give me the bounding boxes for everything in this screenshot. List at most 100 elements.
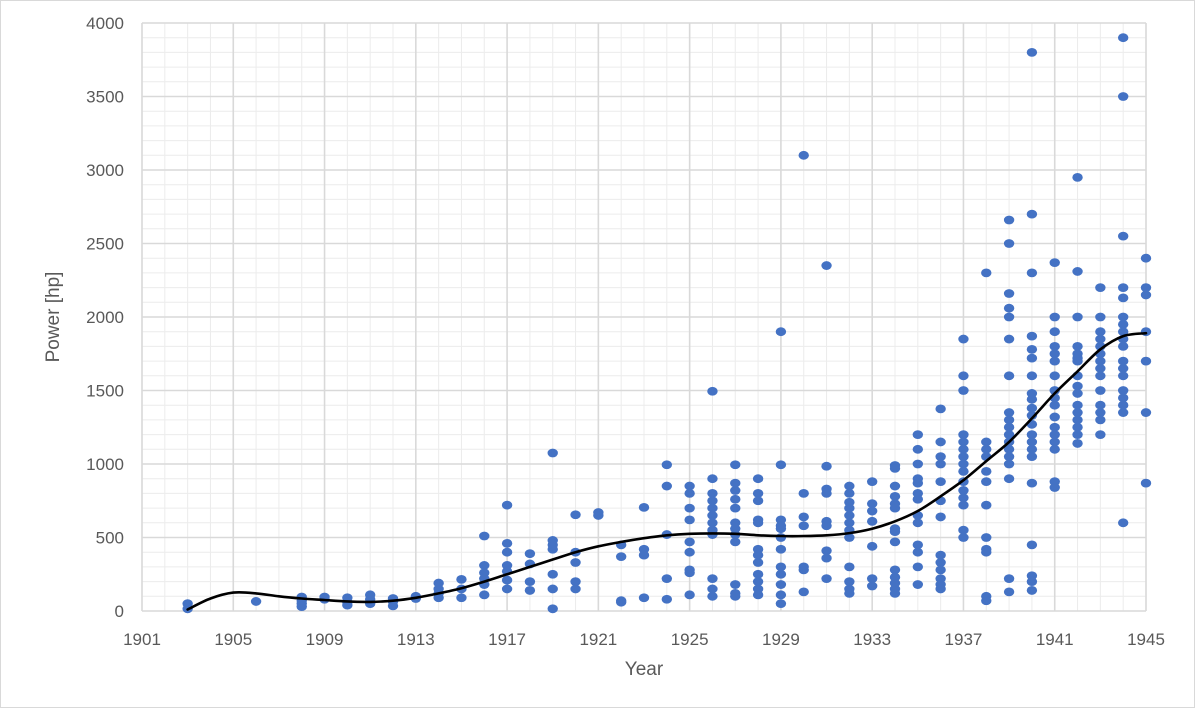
data-point	[593, 511, 604, 520]
data-point	[1072, 422, 1083, 432]
data-point	[775, 580, 787, 589]
data-point	[775, 599, 787, 609]
data-point	[684, 489, 695, 498]
data-point	[889, 527, 901, 537]
data-point	[958, 459, 969, 469]
data-point	[912, 459, 924, 469]
data-point	[501, 547, 513, 557]
data-point	[821, 574, 832, 584]
data-point	[889, 537, 901, 547]
data-point	[1095, 400, 1106, 410]
data-point	[1072, 389, 1083, 398]
data-point	[889, 503, 901, 513]
data-point	[730, 460, 741, 470]
y-tick-label: 2000	[86, 308, 124, 327]
data-point	[958, 430, 969, 439]
data-point	[1140, 253, 1152, 263]
data-point	[958, 500, 969, 510]
x-tick-label: 1901	[123, 630, 161, 649]
data-point	[958, 444, 969, 454]
data-point	[958, 533, 969, 542]
data-point	[1072, 342, 1083, 351]
data-point	[661, 460, 673, 470]
x-tick-label: 1909	[306, 630, 344, 649]
data-point	[958, 371, 969, 381]
y-axis-title: Power [hp]	[43, 272, 64, 363]
data-point	[1003, 371, 1015, 381]
data-point	[866, 477, 878, 487]
data-point	[1072, 267, 1083, 276]
data-point	[1003, 334, 1015, 344]
data-point	[501, 584, 513, 594]
data-point	[638, 550, 650, 560]
data-point	[479, 561, 490, 570]
data-point	[1026, 344, 1038, 354]
x-tick-label: 1945	[1127, 630, 1165, 649]
data-point	[570, 577, 581, 586]
data-point	[684, 547, 695, 557]
x-tick-label: 1933	[853, 630, 891, 649]
data-point	[1026, 268, 1038, 278]
data-point	[1140, 283, 1152, 292]
data-point	[1117, 386, 1129, 395]
data-point	[1003, 303, 1015, 313]
data-point	[1026, 430, 1038, 439]
data-point	[775, 569, 787, 579]
data-point	[1117, 518, 1129, 528]
data-point	[547, 544, 558, 554]
data-point	[684, 515, 695, 525]
data-point	[547, 448, 558, 458]
data-point	[1049, 258, 1060, 268]
data-point	[889, 491, 901, 501]
data-point	[1095, 364, 1106, 373]
data-point	[752, 489, 764, 498]
y-tick-label: 1500	[86, 382, 124, 401]
data-point	[547, 584, 558, 594]
data-point	[752, 590, 764, 600]
data-point	[935, 404, 946, 414]
data-point	[1049, 327, 1060, 337]
data-point	[1003, 452, 1015, 462]
data-point	[1117, 356, 1129, 366]
data-point	[752, 569, 764, 579]
data-point	[912, 580, 924, 589]
x-tick-label: 1913	[397, 630, 435, 649]
data-point	[866, 499, 878, 509]
data-point	[1003, 415, 1015, 425]
data-point	[912, 518, 924, 528]
data-point	[1026, 478, 1038, 488]
data-point	[1049, 386, 1060, 395]
data-point	[1026, 371, 1038, 381]
data-point	[1003, 459, 1015, 469]
data-point	[1049, 437, 1060, 447]
data-point	[935, 512, 946, 522]
data-point	[912, 430, 924, 439]
data-point	[935, 565, 946, 575]
data-point	[752, 518, 764, 528]
data-point	[935, 452, 946, 462]
data-point	[798, 521, 809, 531]
data-point	[752, 496, 764, 506]
y-tick-labels: 0 500 1000 1500 2000 2500 3000 3500 4000	[86, 14, 124, 621]
data-point	[707, 489, 718, 498]
data-point	[821, 261, 832, 270]
data-point	[752, 474, 764, 484]
data-point	[1049, 444, 1060, 454]
data-point	[752, 550, 764, 560]
data-point	[1117, 312, 1129, 322]
data-point	[1117, 393, 1129, 403]
data-point	[1049, 483, 1060, 492]
data-point	[524, 577, 536, 586]
data-point	[1026, 48, 1038, 57]
data-point	[798, 512, 809, 522]
x-tick-label: 1925	[671, 630, 709, 649]
data-point	[730, 494, 741, 504]
data-point	[1003, 422, 1015, 432]
data-point	[958, 466, 969, 476]
data-point	[1003, 289, 1015, 298]
data-point	[889, 481, 901, 491]
y-tick-label: 0	[115, 602, 124, 621]
data-point	[684, 503, 695, 513]
